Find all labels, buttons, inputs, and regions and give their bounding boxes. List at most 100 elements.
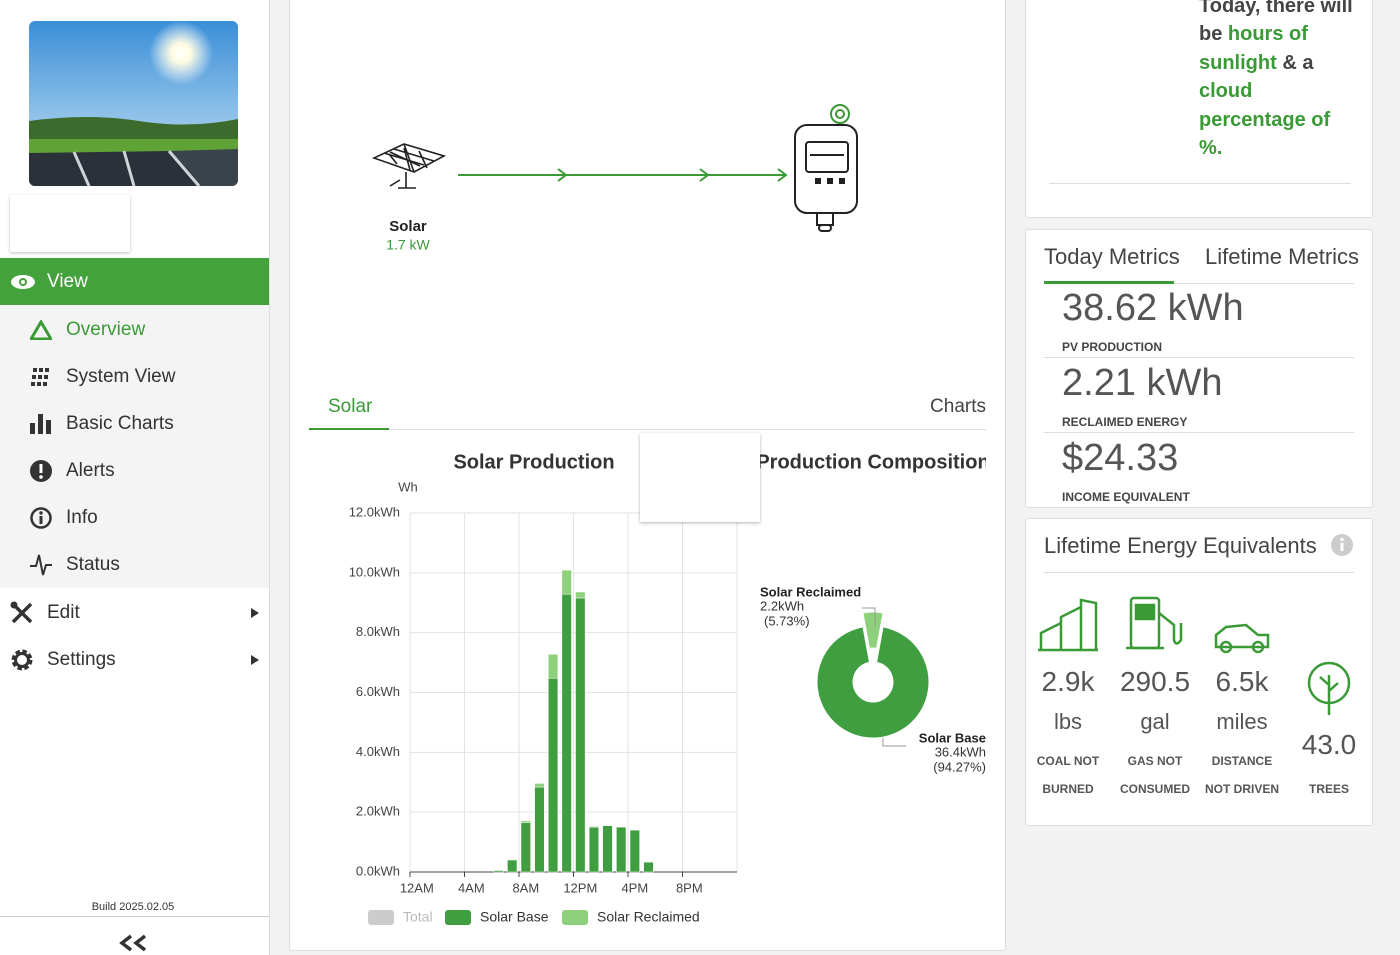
nav-settings[interactable]: Settings — [0, 636, 269, 683]
metric-value: 2.21 kWh — [1062, 362, 1223, 404]
nav-view[interactable]: View — [0, 258, 269, 305]
bar — [575, 597, 586, 873]
axis-label: Wh — [398, 479, 418, 494]
y-tick-label: 6.0kWh — [356, 684, 400, 699]
expand-arrow — [251, 607, 259, 618]
tools-icon — [10, 601, 33, 623]
equivalent-label: NOT DRIVEN — [1204, 782, 1279, 796]
legend-label: Solar Reclaimed — [597, 909, 700, 925]
bar — [575, 591, 586, 599]
pie-percent: (94.27%) — [933, 759, 986, 774]
nav-label: Alerts — [66, 459, 115, 481]
divider — [1044, 432, 1354, 433]
forecast-part: & a — [1282, 51, 1314, 74]
logo-card — [10, 195, 130, 252]
build-label: Build 2025.02.05 — [91, 901, 175, 913]
bar — [548, 677, 559, 873]
equivalents-title: Lifetime Energy Equivalents — [1044, 533, 1317, 558]
pie-slice — [862, 611, 884, 649]
tab-charts[interactable]: Charts — [930, 396, 986, 417]
x-tick-label: 4PM — [621, 880, 648, 895]
equivalent-unit: gal — [1140, 709, 1170, 734]
leader-line — [862, 607, 876, 626]
nav-label: System View — [66, 365, 176, 387]
metric-value: 38.62 kWh — [1062, 287, 1244, 329]
divider — [1044, 357, 1354, 358]
y-tick-label: 4.0kWh — [356, 744, 400, 759]
equivalent-label: COAL NOT — [1036, 754, 1100, 768]
site-photo — [29, 21, 238, 186]
alert-icon — [30, 459, 52, 482]
metrics-panel — [1025, 229, 1373, 508]
forecast-panel: Today, there will be hours of sunlight &… — [1025, 0, 1373, 218]
expand-arrow — [251, 654, 259, 665]
bar — [629, 829, 640, 873]
bar — [643, 861, 654, 873]
nav-label: Basic Charts — [66, 412, 174, 434]
nav-status[interactable]: Status — [0, 541, 269, 588]
nav-edit[interactable]: Edit — [0, 589, 269, 636]
x-tick-label: 12PM — [563, 880, 597, 895]
nav-overview[interactable]: Overview — [0, 306, 269, 353]
chart-title: Solar Production — [453, 451, 614, 473]
pie-percent: (5.73%) — [764, 613, 810, 628]
legend-swatch — [562, 910, 588, 925]
pie-slice — [816, 626, 930, 739]
bar — [520, 822, 531, 873]
y-tick-label: 0.0kWh — [356, 863, 400, 878]
y-tick-label: 2.0kWh — [356, 804, 400, 819]
equivalent-unit: miles — [1216, 709, 1268, 734]
metrics-tab[interactable]: Lifetime Metrics — [1205, 244, 1360, 269]
legend-label: Solar Base — [480, 909, 549, 925]
forecast-part: %. — [1199, 137, 1223, 160]
submenu-bg — [0, 305, 269, 588]
nav-system-view[interactable]: System View — [0, 353, 269, 400]
x-tick-label: 4AM — [458, 880, 485, 895]
popup — [640, 433, 760, 522]
chart-title: Production Composition — [756, 451, 989, 473]
grid-icon — [31, 367, 49, 386]
nav-label: Status — [66, 553, 120, 575]
equivalent-value: 290.5 — [1119, 666, 1191, 697]
bar — [520, 820, 531, 823]
forecast-text: Today, there will be hours of sunlight &… — [1199, 0, 1359, 162]
flow-power: 1.7 kW — [386, 237, 430, 253]
equivalent-label: TREES — [1308, 782, 1349, 796]
bar — [588, 826, 599, 873]
tab-solar[interactable]: Solar — [328, 396, 373, 417]
divider — [1049, 183, 1351, 184]
metrics-tab[interactable]: Today Metrics — [1044, 244, 1180, 269]
nav-info[interactable]: Info — [0, 494, 269, 541]
x-tick-label: 8AM — [512, 880, 539, 895]
equivalent-label: DISTANCE — [1211, 754, 1273, 768]
tab-underline — [1044, 281, 1174, 284]
y-tick-label: 12.0kWh — [349, 504, 400, 519]
bar — [602, 825, 613, 873]
equivalent-label: CONSUMED — [1119, 782, 1190, 796]
nav-basic-charts[interactable]: Basic Charts — [0, 400, 269, 447]
nav-label: Info — [66, 506, 98, 528]
bar — [561, 593, 572, 873]
metric-value: $24.33 — [1062, 437, 1179, 479]
tab-line — [309, 429, 986, 430]
y-tick-label: 8.0kWh — [356, 624, 400, 639]
nav-alerts[interactable]: Alerts — [0, 447, 269, 494]
legend-swatch — [445, 910, 471, 925]
flow-diagram: Solar 1.7 kW — [371, 104, 858, 253]
equivalent-label: BURNED — [1042, 782, 1094, 796]
info-icon — [30, 506, 52, 529]
equivalent-icons — [1038, 596, 1351, 715]
legend-swatch — [368, 910, 394, 925]
flow-source: Solar — [389, 218, 427, 235]
info-icon[interactable] — [1330, 533, 1354, 557]
eye-icon — [11, 274, 35, 289]
metric-label: INCOME EQUIVALENT — [1062, 490, 1190, 504]
bar — [507, 859, 518, 873]
gear-icon — [11, 649, 33, 670]
tab-underline — [309, 428, 389, 430]
collapse-button[interactable] — [118, 934, 150, 952]
nav-label: Overview — [66, 318, 146, 340]
x-tick-label: 8PM — [676, 880, 703, 895]
bar — [534, 786, 545, 873]
